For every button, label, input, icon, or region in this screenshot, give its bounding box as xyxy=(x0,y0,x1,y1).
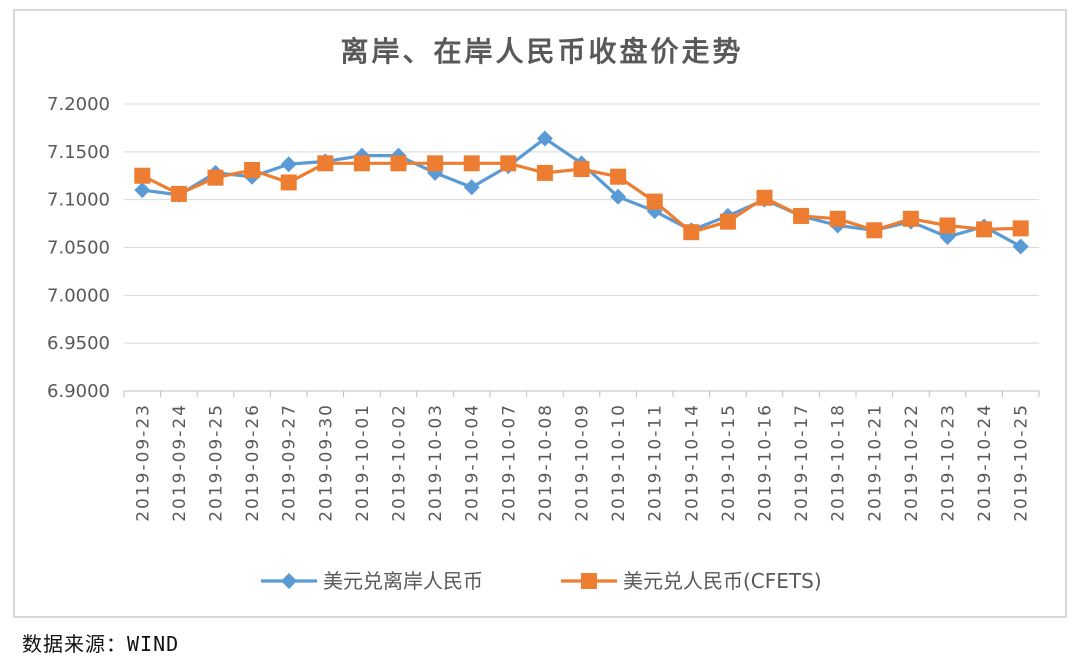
data-point xyxy=(683,224,700,241)
data-point xyxy=(317,155,334,172)
data-point xyxy=(573,161,590,178)
data-point xyxy=(207,169,224,186)
x-tick-label: 2019-10-16 xyxy=(756,403,776,522)
x-tick-label: 2019-10-24 xyxy=(975,403,995,522)
data-point xyxy=(719,213,736,230)
y-tick-label: 7.1500 xyxy=(47,142,110,163)
data-point xyxy=(610,168,627,185)
y-tick-label: 6.9500 xyxy=(47,333,110,354)
x-tick-label: 2019-09-27 xyxy=(280,403,300,522)
data-point xyxy=(427,155,444,172)
x-tick-label: 2019-10-23 xyxy=(939,403,959,522)
data-point xyxy=(463,155,480,172)
data-point xyxy=(536,130,553,147)
x-tick-label: 2019-09-30 xyxy=(316,403,336,522)
axis-layer: 7.2000 7.1500 7.1000 7.0500 7.0000 6.9500 6.90… xyxy=(47,94,1040,522)
data-point xyxy=(866,222,883,239)
grid-layer xyxy=(124,103,1039,392)
x-tick-label: 2019-10-07 xyxy=(499,403,519,522)
x-tick-label: 2019-10-10 xyxy=(609,403,629,522)
x-tick-label: 2019-10-14 xyxy=(682,403,702,522)
data-point xyxy=(390,155,407,172)
chart-container: 离岸、在岸人民币收盘价走势 7.2000 7.1500 7.1000 7.0500 7.… xyxy=(13,9,1067,618)
data-point xyxy=(500,155,517,172)
series-line xyxy=(142,136,1022,248)
data-point xyxy=(646,193,663,210)
source-note: 数据来源：WIND xyxy=(22,632,180,656)
data-point xyxy=(610,188,627,205)
chart-svg: 离岸、在岸人民币收盘价走势 7.20007.15007.10007.05007.… xyxy=(47,35,1040,593)
data-point xyxy=(793,207,810,224)
x-tick-label: 2019-10-01 xyxy=(353,403,373,522)
legend-label: 美元兑离岸人民币 xyxy=(323,569,483,593)
data-point xyxy=(244,162,261,179)
data-point xyxy=(353,155,370,172)
x-tick-label: 2019-10-22 xyxy=(902,403,922,522)
x-tick-label: 2019-10-04 xyxy=(463,403,483,522)
x-tick-label: 2019-10-17 xyxy=(792,403,812,522)
data-point xyxy=(134,167,151,184)
data-point xyxy=(280,156,297,173)
chart-title: 离岸、在岸人民币收盘价走势 xyxy=(340,35,743,68)
x-tick-label: 2019-10-21 xyxy=(865,403,885,522)
x-tick-label: 2019-10-18 xyxy=(829,403,849,522)
y-tick-label: 7.1000 xyxy=(47,190,110,211)
data-point xyxy=(902,210,919,227)
legend-marker xyxy=(281,573,297,589)
data-point xyxy=(463,179,480,196)
x-tick-label: 2019-09-23 xyxy=(133,403,153,522)
x-tick-label: 2019-10-25 xyxy=(1012,403,1032,522)
data-point xyxy=(536,164,553,181)
data-point xyxy=(170,185,187,202)
data-point xyxy=(939,217,956,234)
data-point xyxy=(756,189,773,206)
y-tick-label: 7.0500 xyxy=(47,238,110,259)
x-tick-label: 2019-09-24 xyxy=(170,403,190,522)
y-tick-label: 7.2000 xyxy=(47,94,110,115)
data-point xyxy=(976,221,993,238)
x-tick-label: 2019-09-26 xyxy=(243,403,263,522)
data-point xyxy=(829,210,846,227)
data-point xyxy=(1012,238,1029,255)
series-layer xyxy=(134,130,1029,255)
x-tick-label: 2019-09-25 xyxy=(207,403,227,522)
x-tick-label: 2019-10-15 xyxy=(719,403,739,522)
data-point xyxy=(134,182,151,199)
legend-label: 美元兑人民币(CFETS) xyxy=(623,569,822,593)
y-tick-label: 7.0000 xyxy=(47,285,110,306)
legend-marker xyxy=(581,573,597,589)
x-tick-label: 2019-10-11 xyxy=(646,403,666,522)
data-point xyxy=(280,174,297,191)
x-tick-label: 2019-10-03 xyxy=(426,403,446,522)
x-tick-label: 2019-10-02 xyxy=(390,403,410,522)
x-tick-label: 2019-10-08 xyxy=(536,403,556,522)
data-point xyxy=(1012,220,1029,237)
y-tick-label: 6.9000 xyxy=(47,381,110,402)
legend: 美元兑离岸人民币 美元兑人民币(CFETS) xyxy=(261,569,822,593)
x-tick-label: 2019-10-09 xyxy=(573,403,593,522)
